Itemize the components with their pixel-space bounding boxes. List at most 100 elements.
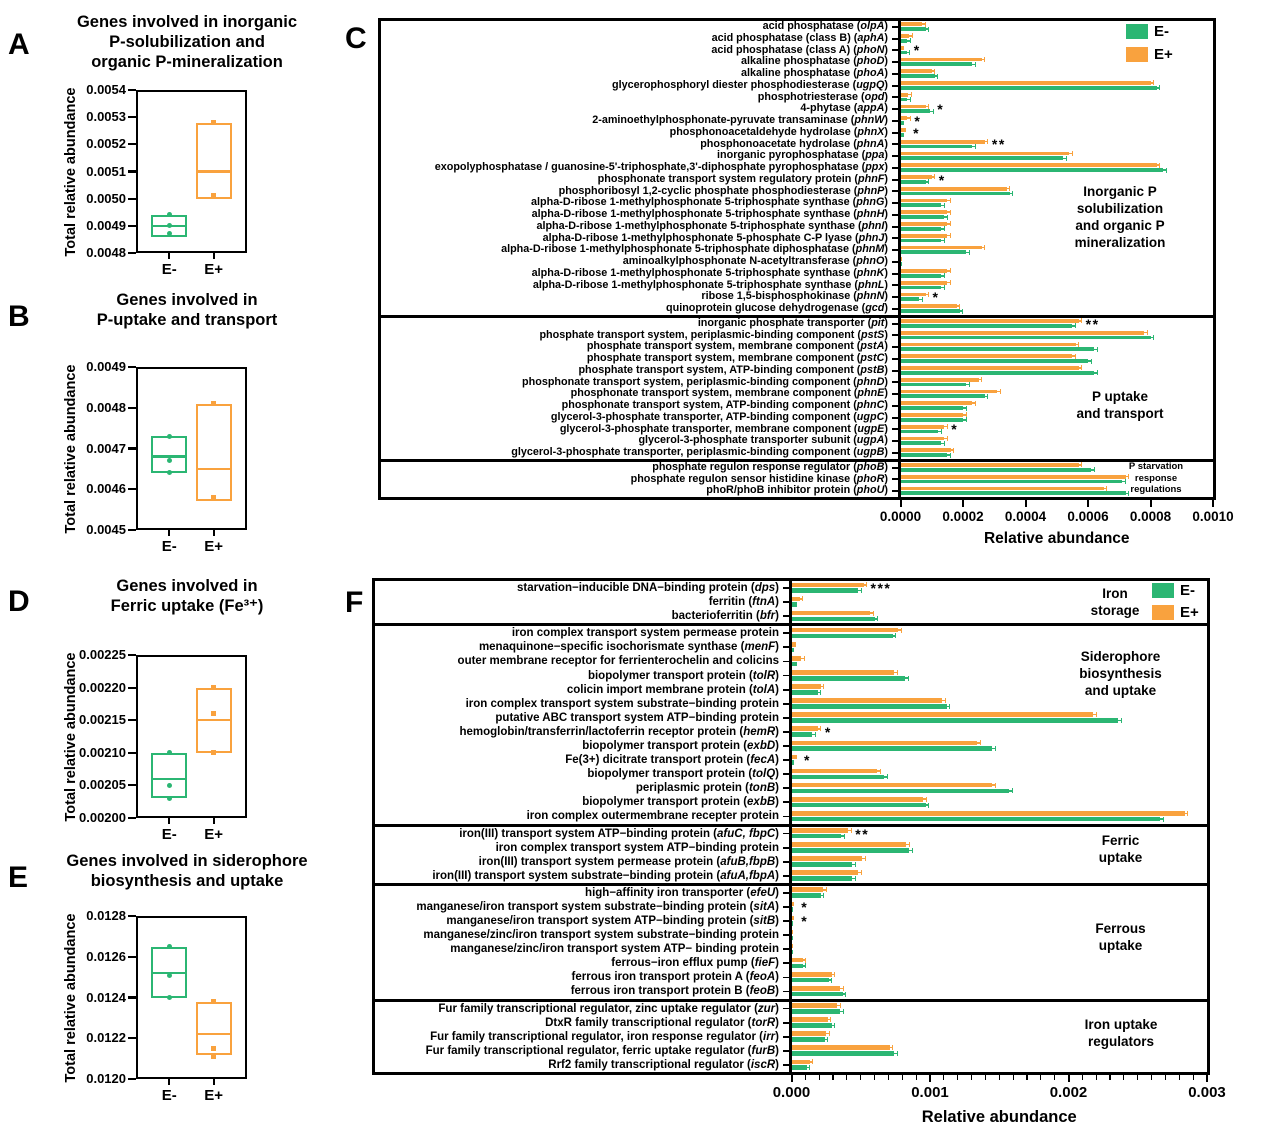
plot-area — [136, 916, 247, 1079]
error-whisker — [1156, 85, 1161, 91]
bar-e-plus — [900, 436, 945, 441]
y-tick-label: 0.0051 — [86, 163, 126, 179]
error-whisker — [863, 582, 868, 588]
data-point — [166, 795, 172, 801]
bar-e-plus — [791, 986, 840, 991]
gene-row-label: phosphoribosyl 1,2-cyclic phosphate phos… — [558, 184, 888, 197]
row-tick — [783, 1064, 789, 1066]
row-tick — [892, 178, 898, 181]
gene-row-label: Fe(3+) dicitrate transport protein (fecA… — [565, 754, 779, 767]
bar-e-plus — [791, 828, 849, 833]
bar-e-minus — [900, 417, 963, 422]
row-tick — [783, 990, 789, 993]
error-whisker — [906, 97, 911, 103]
bar-e-plus — [900, 304, 957, 309]
bar-e-plus — [791, 768, 878, 774]
section-divider — [378, 314, 1216, 318]
bar-e-plus — [900, 128, 907, 132]
y-tick-label: 0.00210 — [79, 744, 126, 760]
row-tick — [783, 702, 789, 705]
error-whisker — [918, 296, 923, 302]
x-minor-tick — [860, 1075, 862, 1080]
row-tick — [892, 225, 898, 228]
y-tick — [128, 528, 136, 532]
panel-title-line: Genes involved in inorganic — [76, 13, 298, 31]
gene-row-label: biopolymer transport protein (tolQ) — [587, 768, 779, 781]
x-minor-tick — [1095, 1075, 1097, 1080]
legend-swatch-e-plus — [1152, 605, 1174, 620]
panel-letter-d: D — [8, 585, 30, 618]
gene-row-label: high−affinity iron transporter (efeU) — [585, 886, 779, 899]
row-tick — [892, 404, 898, 407]
error-whisker — [946, 280, 951, 286]
row-tick — [783, 1035, 789, 1038]
group-label: E- — [161, 1087, 177, 1104]
error-whisker — [827, 1017, 832, 1023]
significance-stars: * — [938, 171, 946, 188]
x-minor-tick — [1151, 1075, 1153, 1080]
significance-stars: ** — [991, 136, 1006, 153]
bar-e-minus — [791, 802, 926, 808]
gene-row-label: alpha-D-ribose 1-methylphosphonate 5-tri… — [501, 243, 888, 256]
data-point — [166, 972, 172, 978]
error-whisker — [940, 238, 945, 244]
y-tick-label: 0.0126 — [86, 948, 126, 964]
error-whisker — [1071, 323, 1076, 329]
significance-stars: * — [801, 898, 809, 915]
significance-stars: * — [913, 42, 921, 59]
gene-row-label: phosphonoacetate hydrolase (phnA) — [700, 137, 888, 150]
median-line — [195, 467, 232, 471]
bar-e-plus — [900, 163, 1157, 168]
row-tick — [783, 674, 789, 677]
bar-e-plus — [900, 257, 903, 262]
error-whisker — [1121, 479, 1126, 485]
x-minor-tick — [818, 1075, 820, 1080]
gene-row-label: manganese/zinc/iron transport system ATP… — [450, 943, 779, 956]
error-whisker — [940, 202, 945, 208]
data-point — [166, 782, 172, 788]
section-label-line: and uptake — [1084, 683, 1157, 698]
gene-row-label: phosphate transport system, membrane com… — [586, 340, 888, 353]
bar-e-plus — [791, 915, 795, 921]
gene-row-label: ferrous−iron efflux pump (fieF) — [611, 957, 779, 970]
bar-e-plus — [791, 627, 899, 633]
bar-e-plus — [900, 401, 973, 406]
y-tick-label: 0.0120 — [86, 1071, 126, 1086]
error-whisker — [1156, 162, 1161, 168]
bar-e-minus — [791, 949, 793, 955]
error-whisker — [876, 768, 881, 774]
legend-swatch-e-minus — [1152, 583, 1174, 598]
panel-title-line: Genes involved in — [116, 291, 258, 309]
plot-area — [136, 367, 247, 530]
error-whisker — [806, 1065, 811, 1071]
x-minor-tick — [1123, 1075, 1125, 1080]
error-whisker — [1117, 717, 1122, 723]
bar-e-plus — [791, 1003, 838, 1008]
bar-e-minus — [791, 1065, 807, 1070]
error-whisker — [959, 308, 964, 314]
panel-letter-e: E — [8, 861, 29, 894]
gene-row-label: phosphate regulon response regulator (ph… — [652, 460, 888, 473]
y-tick-label: 0.0050 — [86, 190, 126, 206]
gene-row-label: ferrous iron transport protein A (feoA) — [571, 971, 779, 984]
bar-e-minus — [900, 359, 1088, 363]
data-point — [166, 433, 172, 439]
error-whisker — [950, 447, 955, 453]
x-minor-tick — [874, 1075, 876, 1080]
error-whisker — [1006, 186, 1011, 192]
error-whisker — [965, 382, 970, 388]
gene-row-label: biopolymer transport protein (exbB) — [582, 796, 779, 809]
x-tick — [212, 253, 215, 259]
bar-e-minus — [791, 907, 793, 912]
error-whisker — [1092, 712, 1098, 718]
y-tick-label: 0.0053 — [86, 109, 126, 125]
gene-row-label: phosphonoacetaldehyde hydrolase (phnX) — [669, 125, 888, 138]
bar-e-minus — [791, 647, 795, 653]
error-whisker — [840, 833, 845, 839]
bar-e-minus — [900, 168, 1163, 172]
error-whisker — [817, 689, 822, 695]
significance-stars: * — [804, 752, 811, 769]
